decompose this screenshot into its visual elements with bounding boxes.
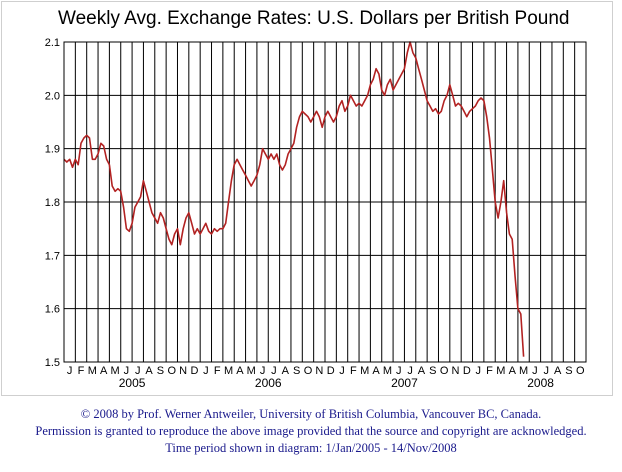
x-year-label: 2006 bbox=[255, 376, 282, 390]
x-month-label: M bbox=[496, 365, 505, 377]
x-month-label: J bbox=[407, 365, 413, 377]
x-month-label: F bbox=[486, 365, 493, 377]
x-month-label: S bbox=[565, 365, 572, 377]
x-month-label: D bbox=[327, 365, 335, 377]
x-month-label: M bbox=[383, 365, 392, 377]
x-month-label: O bbox=[304, 365, 313, 377]
x-year-labels: 2005 2006 2007 2008 bbox=[119, 376, 555, 390]
x-month-label: M bbox=[519, 365, 528, 377]
x-month-label: J bbox=[475, 365, 481, 377]
x-month-label: A bbox=[236, 365, 244, 377]
x-month-label: F bbox=[78, 365, 85, 377]
x-month-label: J bbox=[339, 365, 345, 377]
y-tick-label: 2.0 bbox=[45, 90, 60, 102]
x-month-label: F bbox=[214, 365, 221, 377]
x-month-label: D bbox=[463, 365, 471, 377]
x-month-label: N bbox=[315, 365, 323, 377]
copyright-line: © 2008 by Prof. Werner Antweiler, Univer… bbox=[80, 407, 542, 421]
x-month-label: J bbox=[532, 365, 538, 377]
x-month-label: A bbox=[554, 365, 562, 377]
x-month-label: J bbox=[544, 365, 550, 377]
y-tick-label: 1.6 bbox=[45, 304, 60, 316]
x-month-label: A bbox=[372, 365, 380, 377]
x-month-label: S bbox=[293, 365, 300, 377]
x-month-label: J bbox=[67, 365, 73, 377]
y-tick-label: 1.9 bbox=[45, 144, 60, 156]
x-month-label: O bbox=[168, 365, 177, 377]
x-month-label: O bbox=[440, 365, 449, 377]
x-month-label: J bbox=[260, 365, 266, 377]
x-year-label: 2007 bbox=[391, 376, 418, 390]
x-month-label: A bbox=[418, 365, 426, 377]
footer: © 2008 by Prof. Werner Antweiler, Univer… bbox=[0, 406, 622, 457]
chart-title: Weekly Avg. Exchange Rates: U.S. Dollars… bbox=[58, 8, 570, 29]
x-month-label: J bbox=[396, 365, 402, 377]
chart-frame bbox=[1, 1, 613, 396]
x-month-label: A bbox=[145, 365, 153, 377]
x-month-label: J bbox=[124, 365, 130, 377]
x-year-label: 2008 bbox=[527, 376, 554, 390]
y-tick-labels: 1.5 1.6 1.7 1.8 1.9 2.0 2.1 bbox=[45, 37, 60, 369]
x-month-label: J bbox=[135, 365, 141, 377]
y-tick-label: 1.7 bbox=[45, 250, 60, 262]
y-tick-label: 1.5 bbox=[45, 357, 60, 369]
x-month-label: O bbox=[576, 365, 585, 377]
series-line bbox=[63, 41, 525, 357]
x-month-label: S bbox=[429, 365, 436, 377]
series-layer bbox=[63, 41, 525, 357]
x-month-label: S bbox=[157, 365, 164, 377]
grid bbox=[64, 42, 586, 362]
x-month-label: M bbox=[360, 365, 369, 377]
x-month-label: A bbox=[282, 365, 290, 377]
x-month-label: M bbox=[247, 365, 256, 377]
x-month-label: F bbox=[350, 365, 357, 377]
x-month-label: J bbox=[203, 365, 209, 377]
y-tick-label: 1.8 bbox=[45, 197, 60, 209]
x-month-label: D bbox=[191, 365, 199, 377]
x-month-label: J bbox=[271, 365, 277, 377]
x-year-label: 2005 bbox=[119, 376, 146, 390]
time-period-line: Time period shown in diagram: 1/Jan/2005… bbox=[165, 441, 457, 455]
x-month-label: M bbox=[110, 365, 119, 377]
permission-line: Permission is granted to reproduce the a… bbox=[35, 424, 587, 438]
plot-border bbox=[63, 41, 587, 363]
x-month-label: N bbox=[452, 365, 460, 377]
y-tick-label: 2.1 bbox=[45, 37, 60, 49]
x-month-label: M bbox=[224, 365, 233, 377]
x-month-label: A bbox=[100, 365, 108, 377]
x-month-label: N bbox=[179, 365, 187, 377]
x-month-label: M bbox=[88, 365, 97, 377]
x-month-label: A bbox=[509, 365, 517, 377]
